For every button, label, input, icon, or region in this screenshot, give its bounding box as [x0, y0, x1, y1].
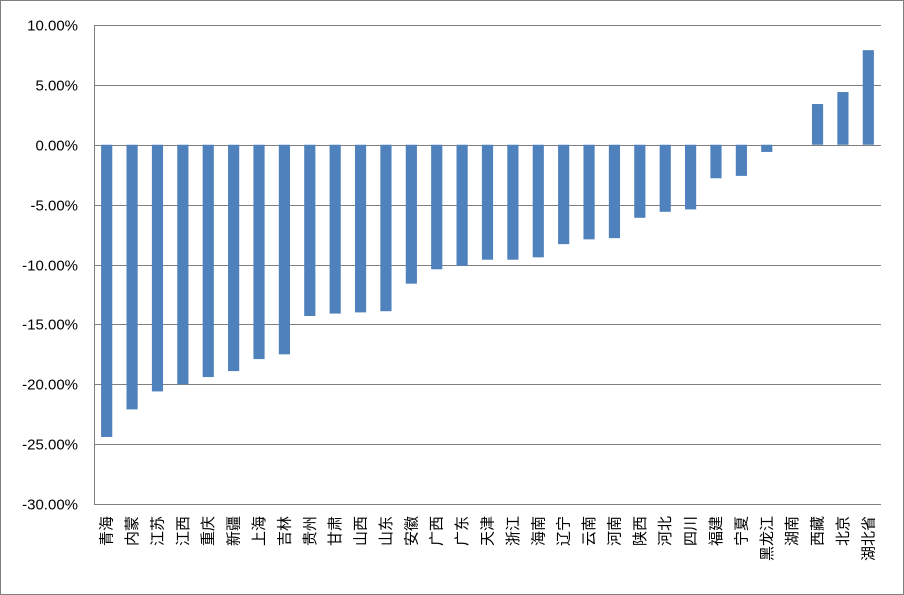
bar [608, 144, 621, 239]
y-tick-label: -5.00% [30, 198, 78, 215]
category-label: 浙江 [504, 516, 522, 546]
y-tick-label: 0.00% [35, 138, 78, 155]
bar [101, 144, 113, 437]
y-tick-label: 5.00% [35, 78, 78, 95]
y-tick-label: -20.00% [22, 377, 78, 394]
category-label: 河北 [656, 516, 674, 546]
category-label: 黑龙江 [758, 516, 776, 561]
category-label: 湖北省 [859, 516, 877, 561]
category-labels: 青海 内蒙 江苏 江西 重庆 新疆 上海 吉林 贵州 甘肃 山西 山东 安徽 广西 广东 天津 浙江 海南 辽宁 云南… [98, 516, 878, 561]
category-label: 山西 [352, 516, 370, 546]
bar [253, 144, 265, 360]
category-label: 江西 [174, 516, 192, 546]
bar [532, 144, 544, 258]
category-label: 陕西 [631, 516, 649, 546]
bar [481, 144, 494, 260]
y-tick-label: -15.00% [22, 317, 78, 334]
category-label: 吉林 [275, 516, 293, 546]
bar [126, 144, 138, 410]
bar [811, 104, 824, 145]
y-tick-label: 10.00% [27, 18, 78, 35]
bar [151, 144, 164, 392]
category-label: 天津 [479, 516, 497, 546]
category-label: 安徽 [402, 516, 420, 546]
y-tick-label: -25.00% [22, 437, 78, 454]
category-label: 广东 [453, 516, 471, 546]
bar [228, 144, 240, 372]
y-tick-label: -10.00% [22, 258, 78, 275]
bar [329, 144, 341, 314]
y-tick-label: -30.00% [22, 497, 78, 514]
category-label: 宁夏 [732, 516, 750, 546]
bar [583, 144, 595, 240]
category-label: 甘肃 [326, 516, 344, 546]
category-label: 重庆 [199, 516, 217, 546]
bar [507, 144, 519, 260]
category-label: 四川 [682, 516, 700, 546]
bar [304, 144, 316, 316]
category-label: 内蒙 [123, 516, 141, 546]
bar [202, 144, 214, 378]
bar [380, 144, 392, 312]
y-axis: 10.00% 5.00% 0.00% -5.00% -10.00% -15.00% -20.… [22, 18, 95, 514]
category-label: 山东 [377, 516, 395, 546]
category-label: 湖南 [783, 516, 801, 546]
bar [278, 144, 290, 355]
bar [862, 50, 874, 145]
category-label: 广西 [428, 516, 446, 546]
bar [405, 144, 417, 284]
bars [101, 50, 874, 437]
bar [354, 144, 367, 313]
category-label: 辽宁 [555, 516, 573, 546]
category-label: 北京 [834, 516, 852, 546]
category-label: 江苏 [148, 516, 166, 546]
category-label: 上海 [250, 516, 268, 546]
bar [710, 144, 722, 179]
bar [761, 144, 773, 152]
bar [431, 144, 443, 270]
category-label: 贵州 [301, 516, 319, 546]
gridlines [94, 25, 881, 505]
category-label: 河南 [605, 516, 623, 546]
bar [837, 92, 849, 145]
bar [456, 144, 468, 266]
bar [735, 144, 747, 176]
category-label: 云南 [580, 516, 598, 546]
bar [659, 144, 671, 212]
category-label: 青海 [98, 516, 116, 546]
bar [634, 144, 646, 218]
bar [558, 144, 570, 245]
category-label: 海南 [529, 516, 547, 546]
category-label: 西藏 [809, 516, 827, 546]
bar [177, 144, 189, 385]
category-label: 福建 [707, 516, 725, 546]
category-label: 新疆 [225, 516, 243, 546]
bar [685, 144, 697, 210]
